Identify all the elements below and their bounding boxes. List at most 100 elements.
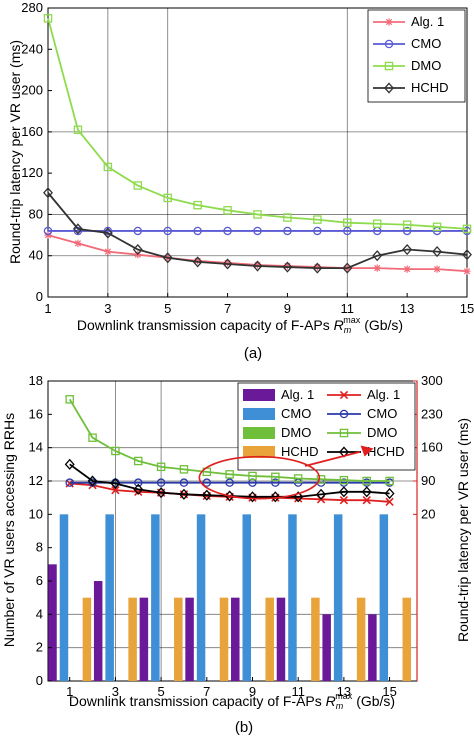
data-point (134, 478, 143, 487)
chart-b-right-y-ticks: 20 90 160 230 300 (413, 373, 443, 681)
data-point (283, 262, 292, 270)
data-point (402, 243, 413, 256)
data-point (74, 239, 82, 247)
y-tick-label: 10 (29, 506, 43, 521)
data-point (432, 222, 442, 232)
chart-b-caption: (b) (235, 719, 253, 736)
chart-b-legend: Alg. 1 CMO DMO HCHD Alg. 1 CMO DMO HCHD (237, 382, 416, 471)
legend-label: DMO (367, 425, 397, 440)
bar-hchd (82, 597, 92, 681)
data-point (462, 224, 472, 234)
bar-cmo (105, 514, 114, 681)
data-point (433, 265, 441, 273)
data-point (202, 478, 212, 487)
data-point (111, 446, 120, 456)
legend-marker (384, 82, 394, 94)
chart-a-y-ticks: 0 40 80 120 160 200 240 280 (21, 0, 52, 304)
y-tick-label: 2 (36, 640, 43, 655)
legend-label: HCHD (367, 444, 405, 459)
chart-b-annotation (198, 445, 374, 500)
legend-label: HCHD (411, 80, 449, 95)
x-tick-label: 3 (112, 684, 119, 699)
bar-alg-1 (231, 597, 240, 681)
data-point (225, 478, 234, 487)
legend-marker (339, 409, 349, 419)
y-tick-label: 16 (29, 406, 43, 421)
data-point (462, 249, 472, 261)
x-tick-label: 5 (164, 301, 171, 316)
x-tick-label: 11 (291, 684, 305, 699)
chart-a-y-label: Round-trip latency per VR user (ms) (7, 40, 23, 264)
data-point (110, 477, 121, 490)
bar-cmo (151, 514, 160, 681)
y-tick-label: 0 (36, 289, 43, 304)
legend-item: Alg. 1 (243, 387, 314, 402)
chart-a-x-ticks: 1 3 5 7 9 11 13 15 (44, 293, 474, 316)
data-point (73, 125, 83, 135)
data-point (252, 260, 263, 272)
right-tick-label: 230 (421, 406, 443, 421)
x-tick-label: 9 (284, 301, 291, 316)
chart-a-x-label-sup: max (343, 315, 361, 325)
data-point (283, 226, 292, 236)
chart-b-x-label-text: Downlink transmission capacity of F-APs … (69, 691, 395, 711)
data-point (103, 162, 113, 172)
chart-b-x-ticks: 1 3 5 7 9 11 13 15 (66, 677, 397, 699)
data-point (247, 491, 258, 503)
data-point (270, 491, 281, 503)
y-tick-label: 280 (21, 0, 43, 15)
series-line (47, 192, 468, 270)
data-point (104, 247, 112, 256)
chart-a-series (43, 14, 472, 275)
legend-item: DMO (243, 425, 311, 440)
chart-b-x-label-sub: m (336, 701, 344, 711)
bar-hchd (265, 597, 274, 681)
chart-a-caption: (a) (244, 345, 262, 362)
data-point (372, 219, 382, 228)
data-point (163, 226, 172, 236)
x-tick-label: 13 (337, 684, 351, 699)
legend-item: DMO (373, 58, 441, 73)
x-tick-label: 13 (400, 301, 414, 316)
bar-alg-1 (322, 614, 331, 681)
bar-hchd (402, 597, 412, 681)
x-tick-label: 5 (157, 684, 164, 699)
data-point (43, 187, 53, 199)
highlight-arrow-head (360, 445, 374, 457)
y-tick-label: 240 (21, 41, 43, 56)
y-tick-label: 160 (21, 124, 43, 139)
data-point (64, 458, 75, 470)
x-tick-label: 15 (382, 684, 396, 699)
legend-item: CMO (373, 36, 441, 51)
legend-label: Alg. 1 (281, 387, 314, 402)
data-point (313, 263, 321, 271)
data-point (223, 259, 232, 267)
y-tick-label: 18 (29, 373, 43, 388)
data-point (343, 226, 352, 236)
bar-cmo (288, 514, 297, 681)
data-point (156, 487, 167, 499)
legend-label: HCHD (281, 444, 319, 459)
data-point (253, 226, 262, 236)
data-point (65, 478, 74, 487)
legend-label: CMO (367, 406, 397, 421)
legend-label: Alg. 1 (411, 14, 444, 29)
data-point (224, 490, 235, 502)
x-tick-label: 7 (224, 301, 231, 316)
chart-a-x-label-main: Downlink transmission capacity of F-APs (77, 317, 334, 333)
data-point (312, 262, 323, 274)
legend-item: Alg. 1 (373, 14, 444, 29)
data-point (201, 489, 212, 501)
data-point (72, 223, 83, 235)
legend-item: HCHD (373, 80, 449, 95)
legend-marker (339, 428, 349, 438)
data-point (225, 470, 234, 479)
data-point (361, 486, 372, 498)
data-point (253, 210, 262, 219)
line-series-dmo (65, 395, 394, 486)
chart-b-y-label: Number of VR users accessing RRHs (1, 413, 17, 647)
data-point (223, 226, 232, 236)
chart-b-bars (48, 514, 412, 681)
data-point (156, 462, 166, 472)
